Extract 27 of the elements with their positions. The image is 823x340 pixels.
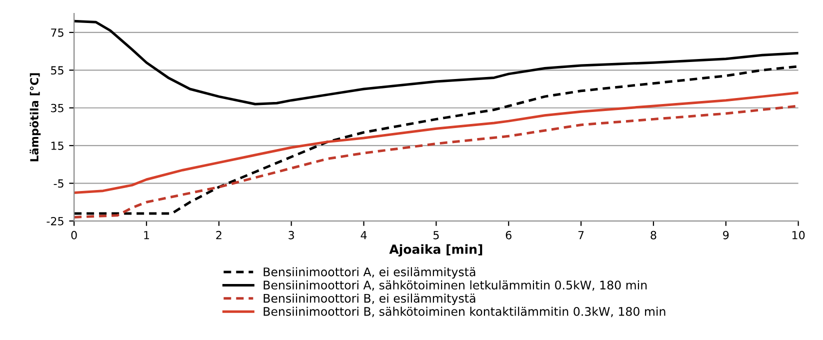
x-tick-label: 2: [216, 230, 222, 240]
legend-label: Bensiinimoottori B, ei esilämmitystä: [264, 294, 476, 306]
x-tick-label: 10: [792, 230, 805, 240]
line-series: [74, 65, 798, 215]
x-tick-label: 8: [650, 230, 656, 240]
legend-label: Bensiinimoottori B, sähkötoiminen kontaktilämmitin 0.3kW, 180 min: [264, 306, 666, 318]
y-tick-label: 55: [51, 66, 64, 75]
x-tick-label: 7: [578, 231, 584, 240]
x-tick-label: 4: [360, 231, 367, 240]
x-tick-label: 5: [434, 231, 439, 240]
line-series: [74, 20, 798, 106]
y-tick-label: 35: [51, 104, 64, 112]
y-tick-label: -25: [46, 216, 64, 226]
line-series: [74, 104, 798, 218]
x-axis-title: Ajoaika [min]: [389, 244, 482, 256]
x-tick-label: 1: [144, 231, 150, 240]
line-series: [74, 92, 798, 194]
y-tick-label: 75: [51, 28, 64, 37]
x-tick-label: 0: [71, 230, 77, 240]
x-tick-label: 6: [506, 230, 512, 240]
legend-label: Bensiinimoottori A, ei esilämmitystä: [264, 267, 476, 279]
y-axis-title: Lämpötila [°C]: [30, 73, 41, 162]
legend-label: Bensiinimoottori A, sähkötoiminen letkulämmitin 0.5kW, 180 min: [264, 280, 647, 291]
x-tick-label: 9: [723, 230, 729, 240]
y-tick-label: -5: [54, 179, 64, 188]
x-tick-label: 3: [288, 230, 294, 240]
y-tick-label: 15: [51, 142, 64, 150]
